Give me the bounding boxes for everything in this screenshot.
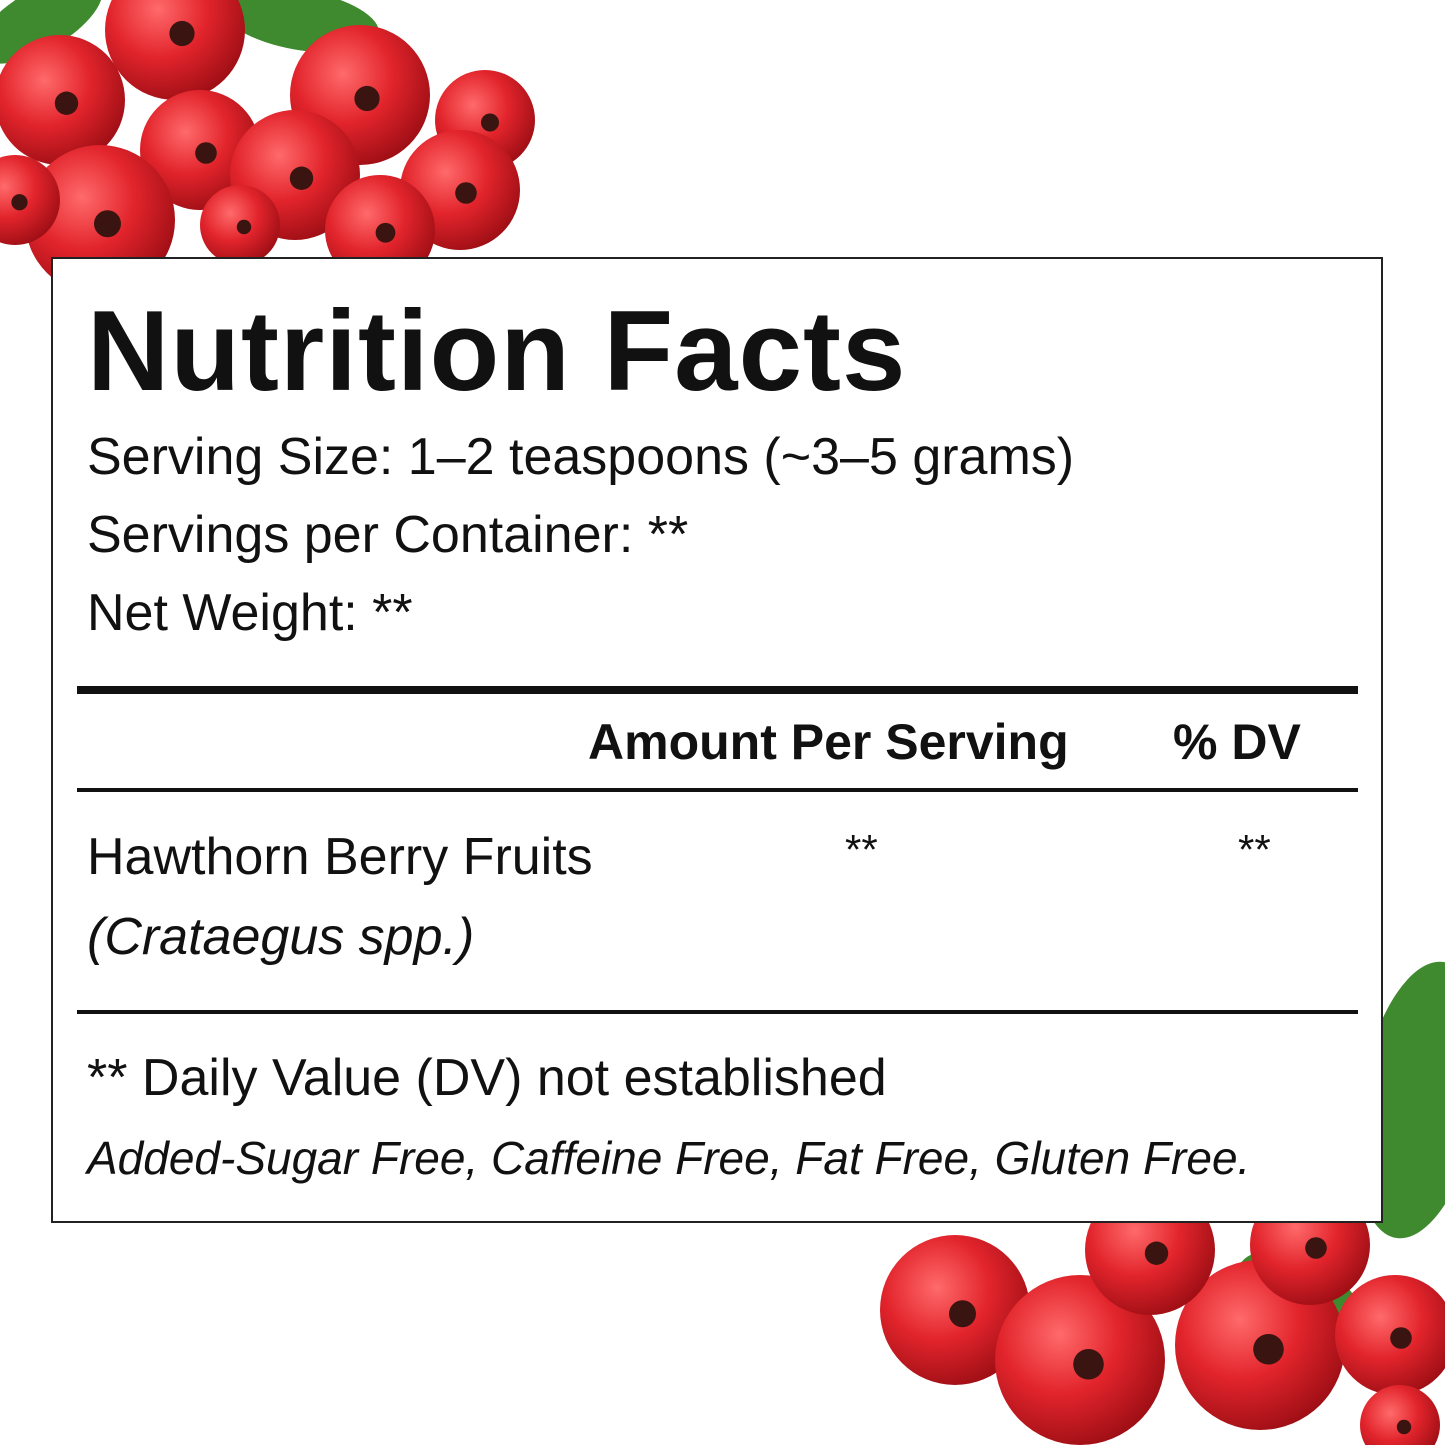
dv-header: % DV — [1173, 714, 1301, 770]
berry-calyx — [1253, 1333, 1284, 1365]
dv-footnote: ** Daily Value (DV) not established — [87, 1049, 887, 1107]
berry-calyx — [1390, 1327, 1412, 1349]
leaf — [1356, 961, 1445, 1239]
berry-calyx — [169, 20, 195, 47]
berry — [0, 155, 60, 245]
berry-calyx — [1144, 1241, 1169, 1265]
berry-calyx — [455, 182, 477, 204]
amount-per-serving-header: Amount Per Serving — [588, 714, 1069, 770]
berry-calyx — [949, 1300, 976, 1328]
servings-per-container: Servings per Container: ** — [87, 506, 689, 564]
berry-calyx — [54, 91, 79, 115]
divider — [77, 1010, 1358, 1014]
serving-size: Serving Size: 1–2 teaspoons (~3–5 grams) — [87, 428, 1075, 486]
dietary-claims: Added-Sugar Free, Caffeine Free, Fat Fre… — [87, 1132, 1251, 1184]
berry — [1335, 1275, 1445, 1395]
nutrition-facts-panel: Nutrition Facts Serving Size: 1–2 teaspo… — [51, 257, 1383, 1223]
berry-calyx — [195, 142, 217, 164]
berry-calyx — [94, 210, 121, 238]
net-weight: Net Weight: ** — [87, 584, 413, 642]
ingredient-amount: ** — [845, 826, 878, 873]
divider — [77, 788, 1358, 792]
berry-calyx — [11, 194, 28, 211]
berry-calyx — [1396, 1419, 1412, 1435]
berry-calyx — [1305, 1237, 1327, 1259]
ingredient-dv: ** — [1238, 826, 1271, 873]
berry-calyx — [375, 222, 396, 243]
berry-calyx — [481, 113, 499, 132]
page-title: Nutrition Facts — [87, 288, 907, 415]
berry — [1360, 1385, 1440, 1445]
berry-calyx — [1073, 1348, 1104, 1380]
berry-calyx — [236, 219, 252, 235]
ingredient-name: Hawthorn Berry Fruits — [87, 828, 593, 886]
berry-calyx — [354, 85, 380, 112]
berry — [105, 0, 245, 100]
thick-divider — [77, 686, 1358, 694]
berry-calyx — [289, 166, 314, 190]
ingredient-latin-name: (Crataegus spp.) — [87, 908, 475, 966]
leaf — [0, 0, 103, 64]
